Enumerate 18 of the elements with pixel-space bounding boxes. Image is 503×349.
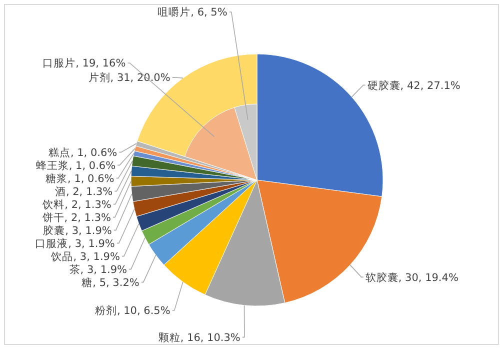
slice-label: 饮品, 3, 1.9% <box>50 250 120 263</box>
slice-label: 饮料, 2, 1.3% <box>42 198 112 211</box>
slice-label: 茶, 3, 1.9% <box>69 262 128 276</box>
slice-label: 酒, 2, 1.3% <box>54 184 113 198</box>
slice-label: 片剂, 31, 20.0% <box>88 71 170 84</box>
slice-label: 糖, 5, 3.2% <box>82 276 140 289</box>
slice-label: 硬胶囊, 42, 27.1% <box>367 78 460 92</box>
slice-label: 饼干, 2, 1.3% <box>41 210 112 224</box>
slice-label: 蜂王浆, 1, 0.6% <box>36 158 116 172</box>
slice-label: 粉剂, 10, 6.5% <box>94 304 170 318</box>
slice-label: 颗粒, 16, 10.3% <box>158 332 240 344</box>
slice-label: 软胶囊, 30, 19.4% <box>365 270 458 284</box>
slice-label: 胶囊, 3, 1.9% <box>43 224 112 237</box>
category-label: 口服片, 19, 16% <box>42 58 126 70</box>
category-label: 咀嚼片, 6, 5% <box>158 6 228 19</box>
slice-label: 口服液, 3, 1.9% <box>35 236 115 250</box>
slice-label: 糖浆, 1, 0.6% <box>46 172 114 185</box>
slice-label: 糕点, 1, 0.6% <box>48 146 118 159</box>
